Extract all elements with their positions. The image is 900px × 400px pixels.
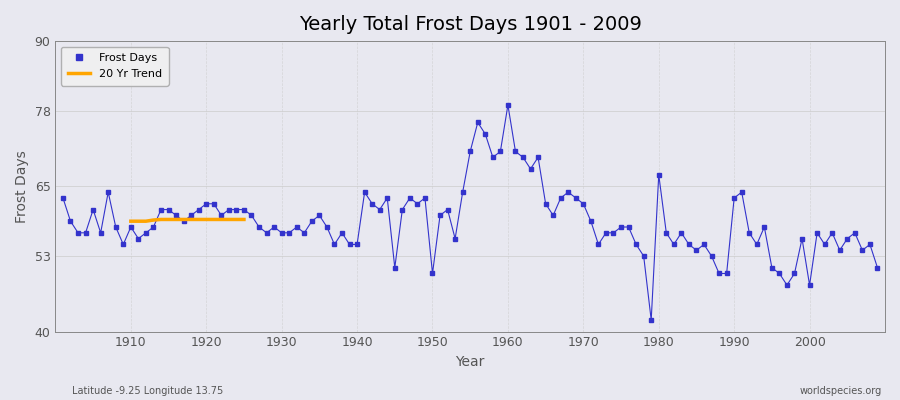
Title: Yearly Total Frost Days 1901 - 2009: Yearly Total Frost Days 1901 - 2009	[299, 15, 642, 34]
Text: Latitude -9.25 Longitude 13.75: Latitude -9.25 Longitude 13.75	[72, 386, 223, 396]
Legend: Frost Days, 20 Yr Trend: Frost Days, 20 Yr Trend	[61, 47, 168, 86]
X-axis label: Year: Year	[455, 355, 485, 369]
Y-axis label: Frost Days: Frost Days	[15, 150, 29, 223]
Text: worldspecies.org: worldspecies.org	[800, 386, 882, 396]
